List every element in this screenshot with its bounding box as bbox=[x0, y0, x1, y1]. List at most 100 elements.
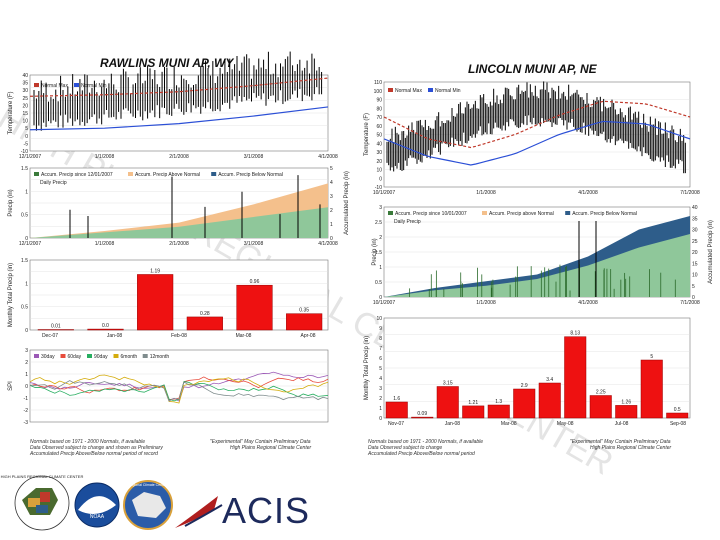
rawlins-precip-ytick: 1.5 bbox=[21, 166, 28, 172]
left-footer-b: Data Observed subject to change and show… bbox=[30, 445, 163, 451]
rawlins-monthly-ytick: 1.5 bbox=[21, 258, 28, 264]
lincoln-monthly-bar-label: 3.4 bbox=[546, 377, 553, 383]
lincoln-temp-xtick: 4/1/2008 bbox=[578, 190, 598, 196]
lincoln-monthly-bar-label: 1.3 bbox=[495, 399, 502, 405]
lincoln-monthly-bar bbox=[564, 336, 587, 419]
rawlins-temp-xtick: 12/1/2007 bbox=[19, 154, 41, 160]
right-footer-a: Normals based on 1971 - 2000 Normals, if… bbox=[368, 439, 484, 445]
left-footer-e: High Plains Regional Climate Center bbox=[230, 445, 312, 451]
lincoln-precip-legend-swatch bbox=[482, 211, 487, 215]
rcc-logo-label: Regional Climate Centers bbox=[128, 483, 168, 487]
lincoln-temp-legend-swatch bbox=[388, 88, 393, 92]
lincoln-temp-ytick: 50 bbox=[376, 133, 382, 139]
rawlins-monthly-bar bbox=[137, 274, 174, 331]
rawlins-temp-legend-entry: Normal Min bbox=[81, 83, 107, 89]
left-footer-a: Normals based on 1971 - 2000 Normals, if… bbox=[30, 439, 146, 445]
lincoln-precip-xtick: 10/1/2007 bbox=[373, 300, 395, 306]
lincoln-monthly-bar bbox=[513, 388, 536, 419]
rawlins-spi-legend-entry: 6month bbox=[121, 354, 138, 360]
rawlins-precip-y2tick: 3 bbox=[330, 194, 333, 200]
hprcc-logo-label: HIGH PLAINS REGIONAL CLIMATE CENTER bbox=[1, 474, 84, 479]
lincoln-monthly-bar bbox=[538, 382, 561, 419]
lincoln-monthly-ytick: 6 bbox=[379, 356, 382, 362]
rawlins-precip-legend-entry: Accum. Precip since 12/01/2007 bbox=[41, 172, 113, 178]
lincoln-monthly-ytick: 2 bbox=[379, 396, 382, 402]
lincoln-precip-ytick: 0.5 bbox=[375, 280, 382, 286]
rawlins-precip-y2label: Accumulated Precip (in) bbox=[344, 171, 350, 235]
lincoln-monthly-ytick: 0 bbox=[379, 416, 382, 422]
lincoln-precip-ytick: 1.5 bbox=[375, 250, 382, 256]
rawlins-spi-legend-entry: 12month bbox=[150, 354, 170, 360]
rawlins-monthly-bar bbox=[87, 328, 124, 331]
lincoln-monthly-ytick: 1 bbox=[379, 406, 382, 412]
rawlins-temp-ytick: 5 bbox=[25, 126, 28, 132]
lincoln-temp-ytick: -10 bbox=[375, 185, 382, 191]
lincoln-monthly-bar-label: 0.5 bbox=[674, 407, 681, 413]
lincoln-monthly-bar-label: 1.26 bbox=[621, 399, 631, 405]
acis-logo-text: ACIS bbox=[222, 490, 311, 531]
lincoln-monthly-ytick: 4 bbox=[379, 376, 382, 382]
lincoln-precip-legend-entry: Accum. Precip Below Normal bbox=[572, 211, 637, 217]
lincoln-precip-y2label: Accumulated Precip (in) bbox=[708, 220, 714, 284]
rawlins-monthly-xtick: Jan-08 bbox=[107, 333, 123, 339]
rawlins-monthly-bar bbox=[186, 316, 223, 331]
lincoln-monthly-bar bbox=[487, 404, 510, 419]
lincoln-normal-min-line bbox=[383, 120, 691, 166]
rawlins-temp-ytick: 10 bbox=[22, 119, 28, 125]
noaa-logo-label: NOAA bbox=[90, 514, 105, 520]
rawlins-spi-ytick: 0 bbox=[25, 384, 28, 390]
lincoln-temp-ytick: 40 bbox=[376, 141, 382, 147]
lincoln-temp-ytick: 0 bbox=[379, 176, 382, 182]
lincoln-monthly-xtick: Sep-08 bbox=[670, 421, 686, 427]
left-footer-c: Accumulated Precip Above/Below normal pe… bbox=[30, 451, 158, 457]
rawlins-temp-ytick: 30 bbox=[22, 88, 28, 94]
lincoln-accum-normal-area bbox=[384, 234, 690, 297]
lincoln-temp-xtick: 1/1/2008 bbox=[476, 190, 496, 196]
rawlins-monthly-ytick: 0 bbox=[25, 328, 28, 334]
lincoln-monthly-bar bbox=[411, 416, 434, 419]
lincoln-precip-legend-swatch bbox=[565, 211, 571, 215]
lincoln-precip-y2tick: 15 bbox=[692, 261, 698, 267]
lincoln-temp-legend-entry: Normal Max bbox=[395, 88, 422, 94]
rawlins-precip-legend-entry: Accum. Precip Below Normal bbox=[218, 172, 283, 178]
rawlins-temp-xtick: 4/1/2008 bbox=[318, 154, 338, 160]
lincoln-monthly-xtick: Mar-08 bbox=[501, 421, 517, 427]
lincoln-normal-max-line bbox=[383, 100, 691, 149]
lincoln-precip-y2tick: 35 bbox=[692, 216, 698, 222]
lincoln-temp-ytick: 60 bbox=[376, 124, 382, 130]
lincoln-precip-xtick: 7/1/2008 bbox=[680, 300, 700, 306]
lincoln-monthly-ytick: 8 bbox=[379, 336, 382, 342]
lincoln-precip-y2tick: 20 bbox=[692, 250, 698, 256]
rawlins-precip-y2tick: 5 bbox=[330, 166, 333, 172]
lincoln-temp-ytick: 30 bbox=[376, 150, 382, 156]
right-station-title: LINCOLN MUNI AP, NE bbox=[468, 62, 597, 76]
lincoln-precip-ylabel: Precip (in) bbox=[372, 238, 378, 265]
rawlins-precip-xtick: 1/1/2008 bbox=[95, 241, 115, 247]
lincoln-precip-y2tick: 0 bbox=[692, 295, 695, 301]
rawlins-temp-legend-entry: Normal Max bbox=[41, 83, 68, 89]
lincoln-temp-legend-entry: Normal Min bbox=[435, 88, 461, 94]
rawlins-precip-ytick: 0 bbox=[25, 236, 28, 242]
lincoln-monthly-bar bbox=[589, 395, 612, 419]
lincoln-monthly-xtick: May-08 bbox=[557, 421, 574, 427]
lincoln-monthly-bar-label: 0.09 bbox=[417, 411, 427, 417]
lincoln-precip-ytick: 1 bbox=[379, 265, 382, 271]
lincoln-precip-y2tick: 30 bbox=[692, 228, 698, 234]
rawlins-precip-xtick: 12/1/2007 bbox=[19, 241, 41, 247]
right-footer-e: High Plains Regional Climate Center bbox=[590, 445, 672, 451]
lincoln-temp-xtick: 10/1/2007 bbox=[373, 190, 395, 196]
right-footer-d: "Experimental" May Contain Preliminary D… bbox=[570, 439, 671, 445]
rawlins-temp-ytick: -5 bbox=[24, 141, 29, 147]
lincoln-precip-xtick: 1/1/2008 bbox=[476, 300, 496, 306]
hprcc-logo-state bbox=[28, 498, 40, 507]
lincoln-temp-ylabel: Temperature (F) bbox=[364, 113, 370, 156]
lincoln-temp-ytick: 10 bbox=[376, 168, 382, 174]
lincoln-monthly-ytick: 10 bbox=[376, 316, 382, 322]
lincoln-monthly-ytick: 9 bbox=[379, 326, 382, 332]
rawlins-temp-ytick: 40 bbox=[22, 73, 28, 79]
rawlins-precip-xtick: 2/1/2008 bbox=[169, 241, 189, 247]
rawlins-spi-legend-swatch bbox=[113, 354, 119, 358]
lincoln-monthly-bar bbox=[615, 405, 638, 419]
rawlins-temp-ytick: 35 bbox=[22, 81, 28, 87]
rawlins-monthly-bar-label: 1.19 bbox=[150, 268, 160, 274]
